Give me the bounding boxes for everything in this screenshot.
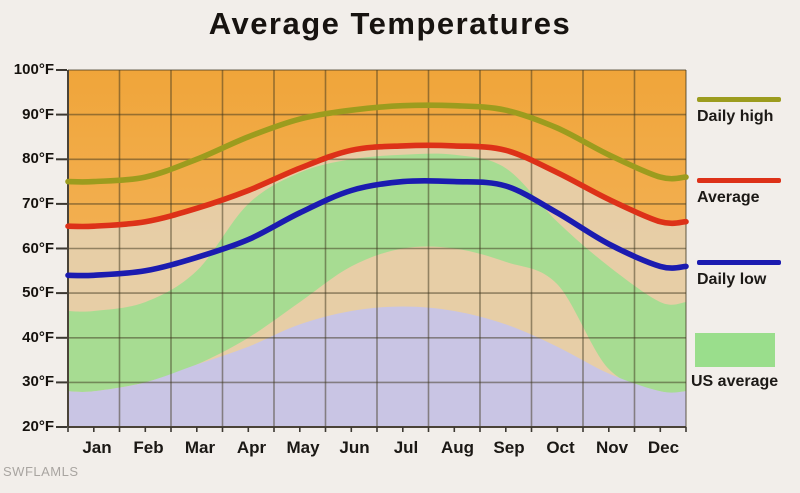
y-tick-label: 70°F bbox=[22, 194, 54, 212]
y-tick-label: 60°F bbox=[22, 239, 54, 257]
legend-label-daily-low: Daily low bbox=[697, 271, 767, 288]
y-tick-label: 40°F bbox=[22, 328, 54, 346]
legend-label-average: Average bbox=[697, 189, 760, 206]
legend: Daily high Average Daily low US average bbox=[690, 0, 800, 488]
x-tick-label: Nov bbox=[595, 438, 629, 457]
legend-item-average: Average bbox=[697, 178, 781, 207]
x-tick-label: Mar bbox=[184, 438, 216, 457]
x-tick-label: Dec bbox=[647, 438, 680, 457]
x-tick-label: Apr bbox=[236, 438, 267, 457]
y-tick-label: 90°F bbox=[22, 105, 54, 123]
legend-label-daily-high: Daily high bbox=[697, 108, 774, 125]
chart-title: Average Temperatures bbox=[208, 6, 572, 41]
x-tick-label: Jul bbox=[393, 438, 419, 457]
us-average-area-swatch bbox=[695, 333, 775, 367]
x-tick-label: Oct bbox=[546, 438, 575, 457]
y-tick-label: 20°F bbox=[22, 418, 54, 435]
daily-high-line-swatch bbox=[697, 97, 781, 102]
y-tick-label: 30°F bbox=[22, 373, 54, 391]
y-tick-label: 80°F bbox=[22, 150, 54, 168]
legend-item-us-average: US average bbox=[691, 333, 778, 391]
x-tick-label: Sep bbox=[493, 438, 525, 457]
legend-item-daily-high: Daily high bbox=[697, 97, 781, 126]
y-tick-label: 50°F bbox=[22, 284, 54, 302]
legend-label-us-average: US average bbox=[691, 373, 779, 390]
x-tick-label: May bbox=[286, 438, 320, 457]
x-tick-label: Feb bbox=[133, 438, 164, 457]
average-line-swatch bbox=[697, 178, 781, 183]
daily-low-line-swatch bbox=[697, 260, 781, 265]
y-tick-label: 100°F bbox=[13, 61, 54, 78]
x-tick-label: Jun bbox=[339, 438, 370, 457]
x-tick-label: Jan bbox=[82, 438, 112, 457]
watermark: SWFLAMLS bbox=[3, 464, 79, 479]
x-tick-label: Aug bbox=[440, 438, 475, 457]
legend-item-daily-low: Daily low bbox=[697, 260, 781, 289]
